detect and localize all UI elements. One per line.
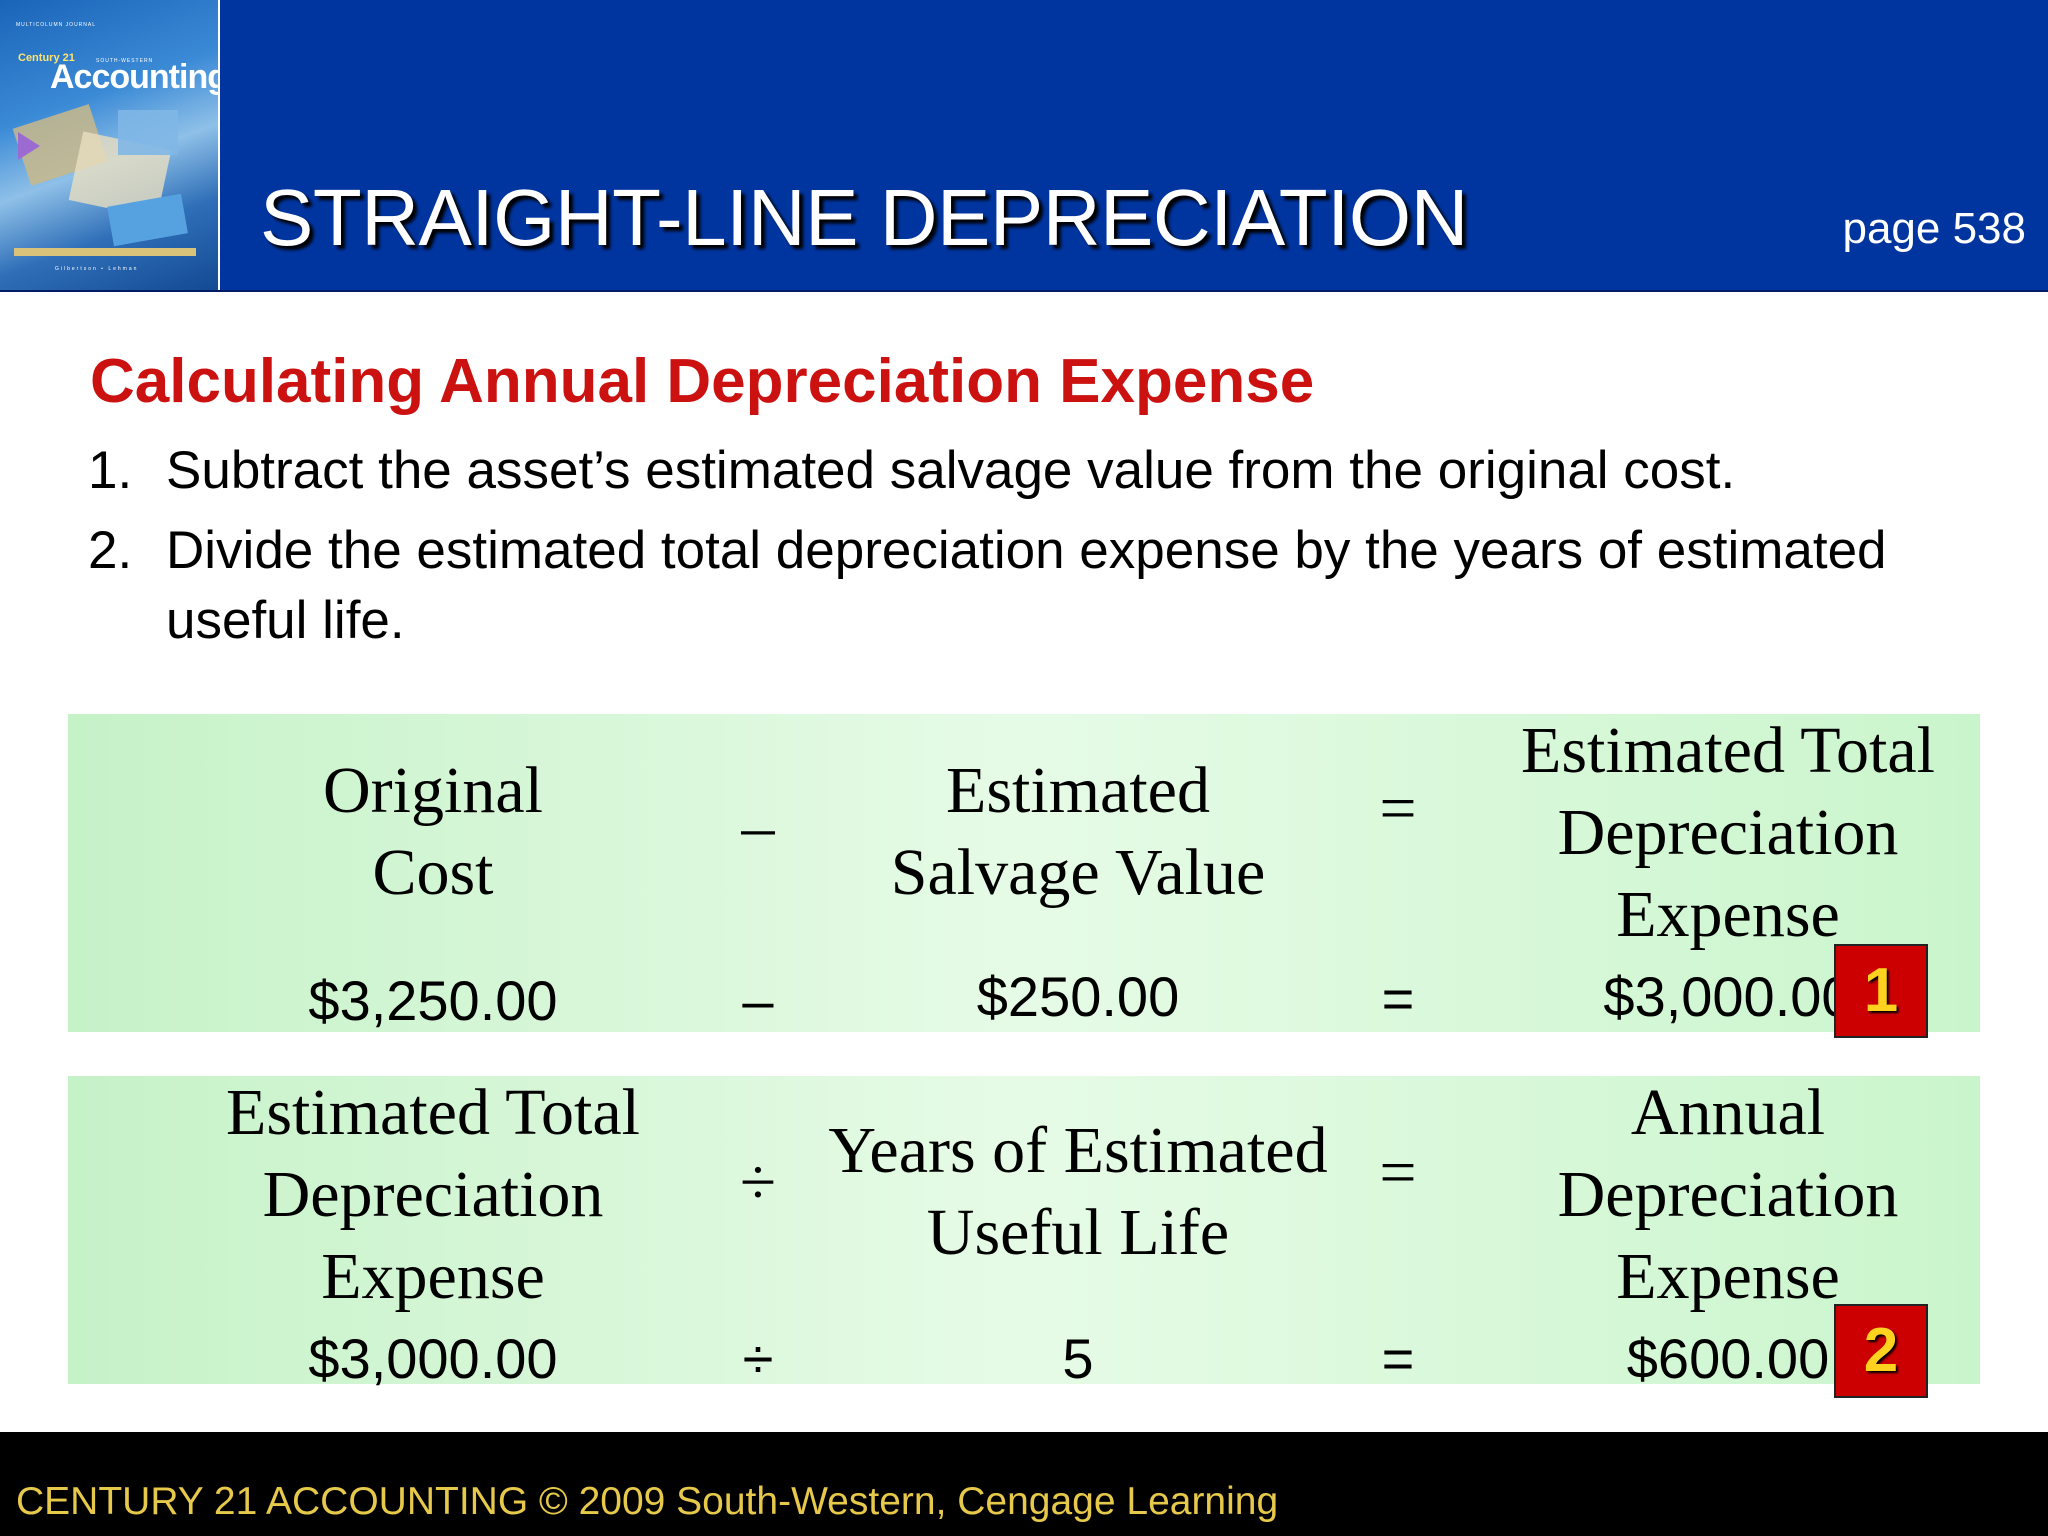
cover-play-arrow-icon: [18, 132, 40, 160]
cover-decoration: [118, 110, 178, 155]
eq2-value-total-depreciation: $3,000.00: [308, 1327, 558, 1390]
eq2-value-result: $600.00: [1626, 1327, 1830, 1390]
page-reference: page 538: [1842, 204, 2026, 253]
equation-box-2: Estimated Total Depreciation Expense ÷ Y…: [68, 1076, 1980, 1398]
eq2-term-annual-depreciation: Annual Depreciation Expense: [1398, 1072, 2048, 1318]
section-subtitle: Calculating Annual Depreciation Expense: [90, 347, 1315, 416]
cover-series-text: Century 21: [18, 52, 75, 64]
textbook-cover-image: MULTICOLUMN JOURNAL Century 21 SOUTH-WES…: [0, 0, 220, 290]
eq2-value-divide: ÷: [742, 1327, 774, 1390]
eq1-term-original-cost: Original Cost: [128, 750, 738, 914]
slide-title: STRAIGHT-LINE DEPRECIATION: [260, 173, 1468, 262]
eq1-term1-line: Cost: [372, 836, 494, 909]
eq2-divide-operator: ÷: [739, 1146, 777, 1219]
eq1-value-minus: –: [742, 969, 774, 1032]
slide-footer: CENTURY 21 ACCOUNTING © 2009 South-Weste…: [0, 1432, 2048, 1536]
eq1-equals-operator: =: [1379, 772, 1417, 845]
eq2-term2-line: Years of Estimated: [828, 1114, 1328, 1187]
cover-decoration: [14, 248, 196, 256]
eq1-term2-line: Estimated: [946, 754, 1210, 827]
eq2-equals-operator: =: [1379, 1136, 1417, 1209]
eq2-result-line: Depreciation: [1557, 1158, 1899, 1231]
eq1-term1-line: Original: [323, 754, 543, 827]
step-number: 1.: [88, 441, 133, 500]
eq2-term1-line: Depreciation: [262, 1158, 604, 1231]
eq1-result-line: Expense: [1616, 878, 1840, 951]
eq1-term-salvage-value: Estimated Salvage Value: [768, 750, 1388, 914]
eq2-term-useful-life: Years of Estimated Useful Life: [768, 1110, 1388, 1274]
slide-header: MULTICOLUMN JOURNAL Century 21 SOUTH-WES…: [0, 0, 2048, 292]
eq1-result-line: Depreciation: [1557, 796, 1899, 869]
eq1-term2-line: Salvage Value: [890, 836, 1266, 909]
step-item: 1. Subtract the asset’s estimated salvag…: [88, 436, 1988, 506]
equation-box-1: Original Cost _ Estimated Salvage Value …: [68, 714, 1980, 1038]
eq1-term-total-depreciation: Estimated Total Depreciation Expense: [1398, 710, 2048, 956]
step-number: 2.: [88, 521, 133, 580]
eq1-minus-operator: _: [741, 768, 775, 841]
step-badge-2: 2: [1834, 1304, 1928, 1398]
cover-publisher-text: MULTICOLUMN JOURNAL: [16, 22, 97, 28]
eq2-value-equals: =: [1381, 1327, 1415, 1390]
eq2-term-total-depreciation: Estimated Total Depreciation Expense: [128, 1072, 738, 1318]
eq1-value-result: $3,000.00: [1603, 965, 1853, 1028]
eq1-value-equals: =: [1381, 967, 1415, 1030]
step-text: Subtract the asset’s estimated salvage v…: [166, 441, 1736, 500]
eq2-term2-line: Useful Life: [926, 1196, 1230, 1269]
cover-authors-text: Gilbertson • Lehman: [55, 266, 139, 272]
eq2-value-years: 5: [1062, 1327, 1094, 1390]
eq1-value-salvage: $250.00: [976, 965, 1180, 1028]
eq1-value-original-cost: $3,250.00: [308, 969, 558, 1032]
cover-imprint-text: SOUTH-WESTERN: [96, 58, 154, 64]
eq2-term1-line: Estimated Total: [226, 1076, 640, 1149]
eq2-result-line: Annual: [1630, 1076, 1826, 1149]
step-text: Divide the estimated total depreciation …: [166, 521, 1887, 650]
steps-list: 1. Subtract the asset’s estimated salvag…: [88, 436, 1988, 666]
step-item: 2. Divide the estimated total depreciati…: [88, 516, 1988, 656]
eq1-result-line: Estimated Total: [1521, 714, 1935, 787]
eq2-result-line: Expense: [1616, 1240, 1840, 1313]
cover-brand-logo: Accounting: [50, 58, 220, 96]
eq2-term1-line: Expense: [321, 1240, 545, 1313]
copyright-text: CENTURY 21 ACCOUNTING © 2009 South-Weste…: [16, 1480, 1279, 1523]
step-badge-1: 1: [1834, 944, 1928, 1038]
